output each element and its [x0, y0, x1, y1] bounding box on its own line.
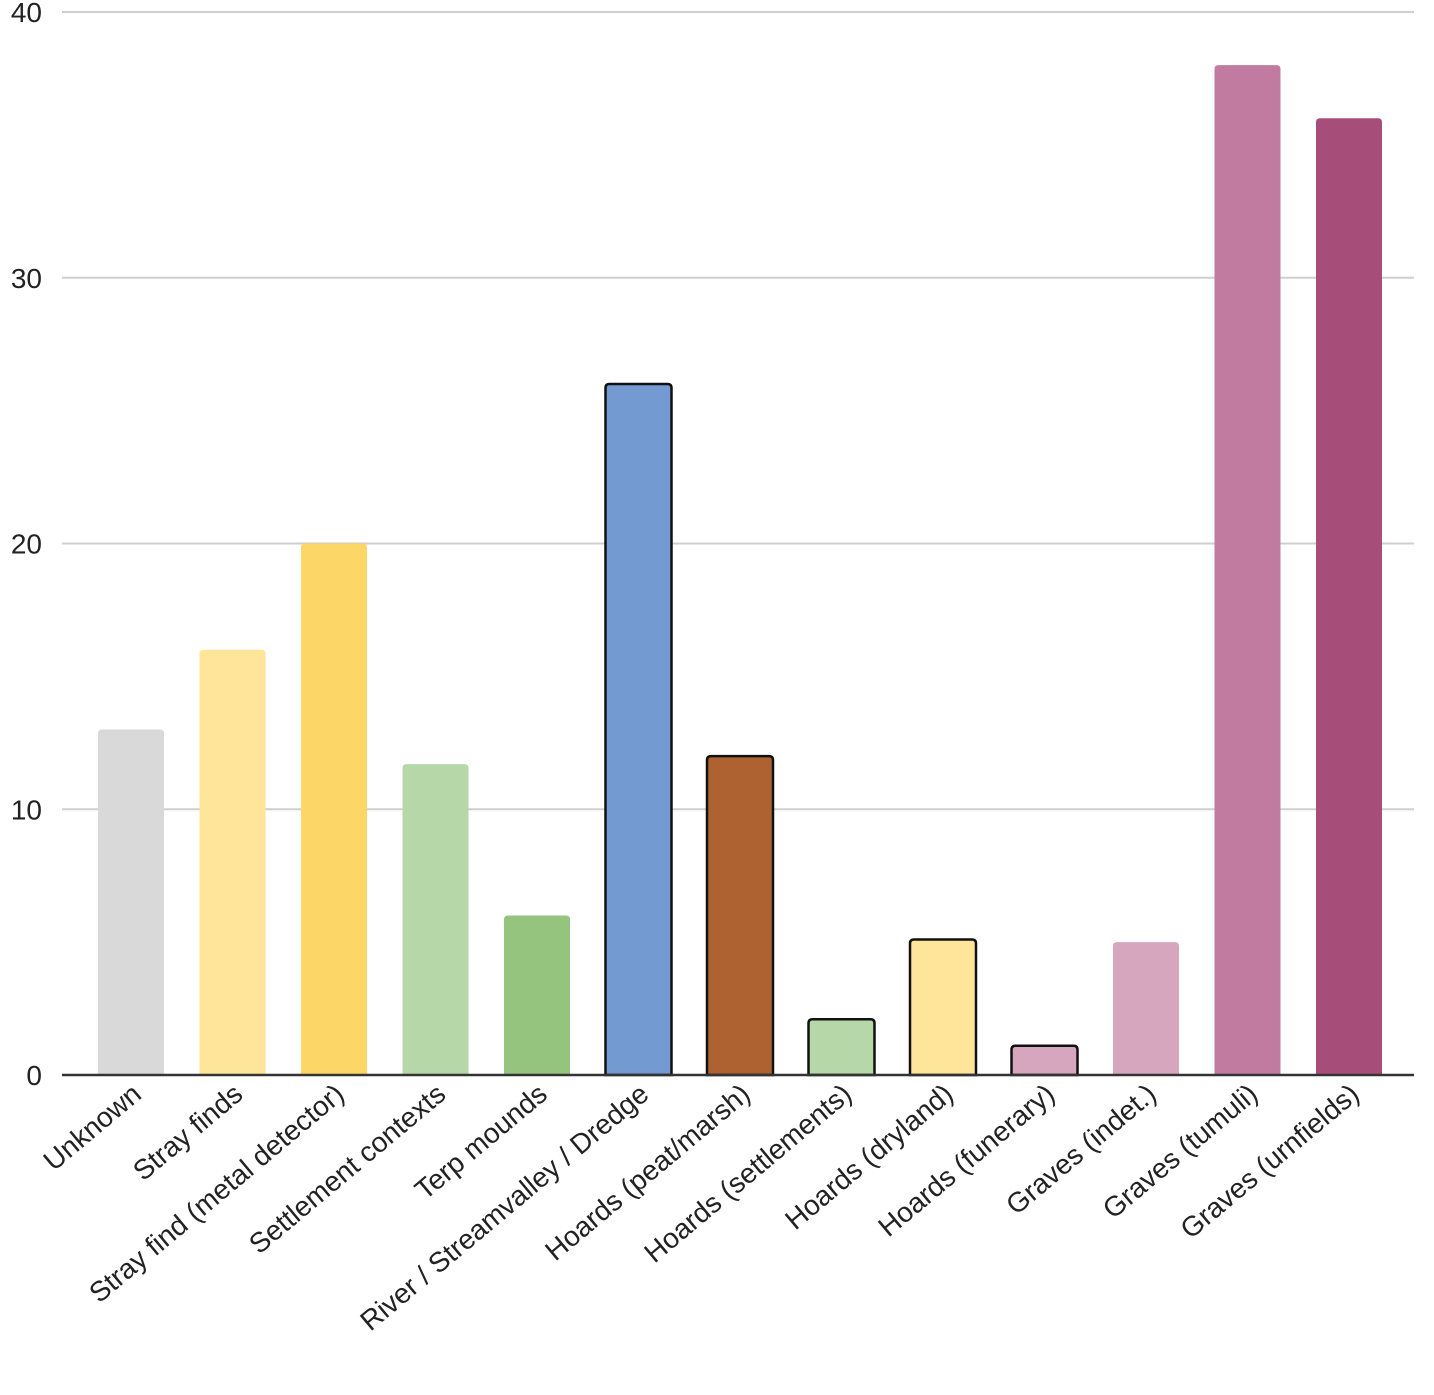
- bar-9: [1010, 1044, 1079, 1077]
- bar-0: [98, 729, 164, 1075]
- y-tick-label: 20: [11, 529, 42, 560]
- x-tick-label: Settlement contexts: [243, 1078, 451, 1260]
- bar-2: [301, 543, 367, 1075]
- bar-12: [1316, 118, 1382, 1076]
- x-tick-label: Hoards (funerary): [872, 1078, 1060, 1243]
- y-tick-label: 10: [11, 794, 42, 825]
- bars: [98, 65, 1382, 1077]
- bar-3: [402, 764, 469, 1075]
- bar-4: [504, 915, 570, 1075]
- y-tick-label: 30: [11, 263, 42, 294]
- bar-8: [908, 938, 978, 1077]
- bar-11: [1214, 65, 1281, 1075]
- bar-7: [807, 1017, 876, 1077]
- bar-5: [604, 382, 673, 1077]
- y-tick-label: 0: [26, 1060, 42, 1091]
- y-tick-label: 40: [11, 0, 42, 28]
- bar-6: [705, 754, 775, 1077]
- x-tick-label: Graves (urnfields): [1174, 1078, 1364, 1245]
- bar-10: [1113, 942, 1179, 1075]
- x-tick-label: Hoards (dryland): [779, 1078, 959, 1236]
- bar-1: [199, 649, 266, 1075]
- y-axis-ticks: 0 10 20 30 40: [11, 0, 42, 1091]
